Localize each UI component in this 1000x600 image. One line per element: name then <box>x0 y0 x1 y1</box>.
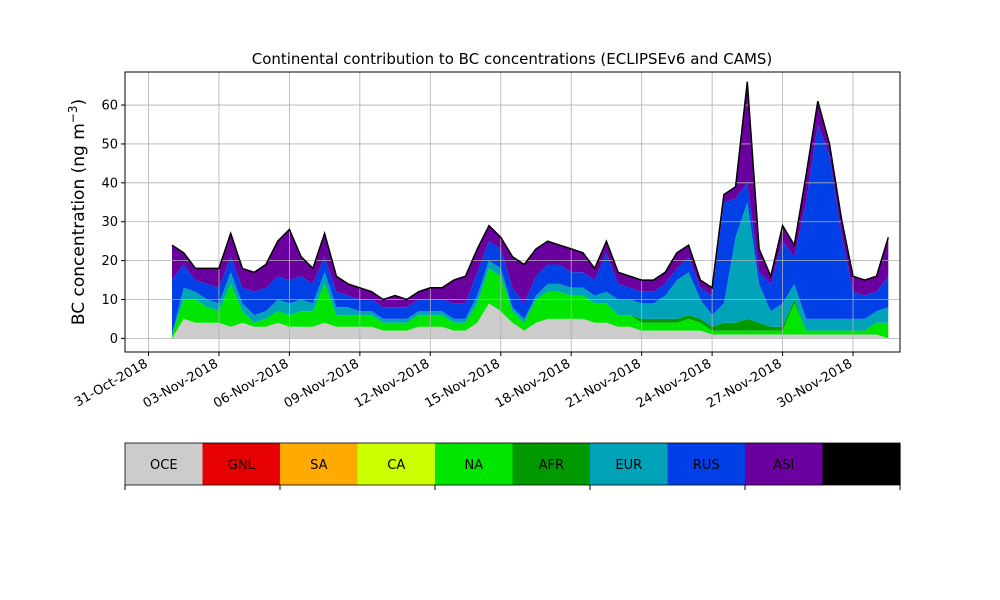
y-tick-label: 60 <box>101 99 118 114</box>
legend-colorbar: OCE GNL SA CA NA AFR EUR RUS ASI AUS <box>124 442 901 490</box>
legend-swatch-oce <box>125 443 204 485</box>
area-na <box>172 268 889 339</box>
area-eur <box>172 202 889 335</box>
y-tick-label: 50 <box>101 137 118 152</box>
chart-title: Continental contribution to BC concentra… <box>252 50 773 68</box>
legend-label-oce: OCE <box>150 458 178 473</box>
y-axis-ticks: 0 10 20 30 40 50 60 <box>101 99 125 347</box>
legend-label-asi: ASI <box>773 458 794 473</box>
plot-area <box>124 71 901 353</box>
y-tick-label: 40 <box>101 176 118 191</box>
legend-label-na: NA <box>464 458 483 473</box>
legend-label-eur: EUR <box>615 458 642 473</box>
legend-swatch-ca <box>357 443 436 485</box>
legend-frame <box>124 442 901 486</box>
legend-swatch-aus <box>822 443 901 485</box>
area-asi <box>172 81 889 308</box>
x-tick-label: 24-Nov-2018 <box>634 356 714 411</box>
x-tick-label: 27-Nov-2018 <box>704 356 784 411</box>
grid-lines <box>125 72 900 352</box>
x-tick-label: 06-Nov-2018 <box>211 356 291 411</box>
x-tick-label: 09-Nov-2018 <box>282 356 362 411</box>
legend-swatch-na <box>435 443 514 485</box>
y-tick-label: 0 <box>110 332 118 347</box>
legend-label-aus: AUS <box>848 458 875 473</box>
x-tick-label: 03-Nov-2018 <box>141 356 221 411</box>
x-tick-label: 12-Nov-2018 <box>352 356 432 411</box>
x-tick-label: 21-Nov-2018 <box>563 356 643 411</box>
y-axis-label: BC concentration (ng m−3) <box>66 99 89 325</box>
x-axis-ticks: 31-Oct-201803-Nov-201806-Nov-201809-Nov-… <box>72 352 855 412</box>
legend-label-sa: SA <box>310 458 327 473</box>
legend-label-ca: CA <box>387 458 405 473</box>
plot-frame <box>124 71 901 353</box>
y-axis-label-close: ) <box>69 99 89 106</box>
y-tick-label: 30 <box>101 215 118 230</box>
y-axis-label-exponent: −3 <box>66 105 80 123</box>
legend-label-gnl: GNL <box>228 458 256 473</box>
x-tick-label: 15-Nov-2018 <box>422 356 502 411</box>
stacked-areas <box>172 81 889 339</box>
y-axis-label-text: BC concentration (ng m <box>69 123 89 325</box>
legend-swatch-asi <box>745 443 824 485</box>
y-tick-label: 10 <box>101 293 118 308</box>
x-tick-label: 30-Nov-2018 <box>775 356 855 411</box>
x-tick-label: 31-Oct-2018 <box>72 356 150 410</box>
total-concentration-line <box>171 81 890 301</box>
x-tick-label: 18-Nov-2018 <box>493 356 573 411</box>
legend-label-afr: AFR <box>539 458 564 473</box>
y-tick-label: 20 <box>101 254 118 269</box>
area-oce <box>172 303 889 339</box>
legend-swatch-eur <box>590 443 669 485</box>
legend-label-rus: RUS <box>693 458 720 473</box>
area-rus <box>172 124 889 335</box>
legend-swatch-rus <box>667 443 746 485</box>
legend-swatch-sa <box>280 443 359 485</box>
legend-swatch-afr <box>512 443 591 485</box>
legend-swatch-gnl <box>202 443 281 485</box>
